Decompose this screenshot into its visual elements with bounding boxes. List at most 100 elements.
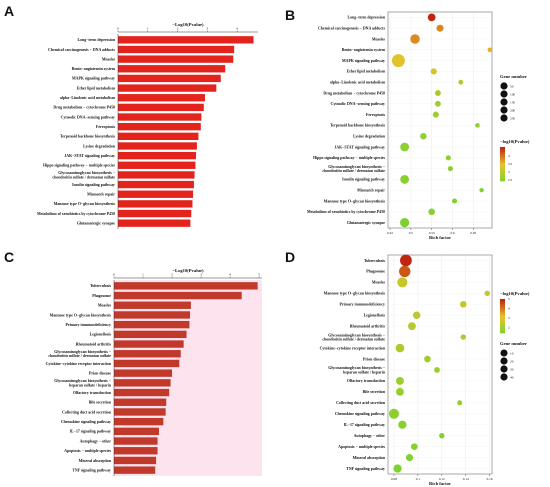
category-label: Glutamatergic synapse — [77, 221, 115, 225]
category-label: Mannose type O−glycan biosynthesis — [50, 313, 112, 317]
category-label: Mismatch repair — [87, 193, 115, 197]
size-legend-dot — [500, 98, 508, 106]
size-legend-dot — [500, 82, 508, 90]
category-label: JAK−STAT signaling pathway — [64, 154, 115, 158]
category-label: Drug metabolism − cytochrome P450 — [53, 106, 115, 110]
bar — [118, 84, 217, 92]
bar — [114, 350, 181, 358]
data-point — [400, 174, 410, 184]
category-label: IL−17 signaling pathway — [344, 423, 385, 427]
data-point — [398, 420, 407, 429]
bar — [114, 340, 184, 348]
panel-d-bubble-chart: 0.08 0.1 0.12 0.14 0.16 Rich factor Tuberculos… — [320, 254, 530, 486]
data-point — [388, 408, 400, 419]
x-tick-label: 0.45 — [387, 231, 393, 235]
bar — [114, 417, 164, 426]
color-legend-step — [500, 179, 505, 182]
category-label: Chemokine signaling pathway — [335, 412, 385, 416]
category-label: alpha−Linolenic acid metabolism — [60, 96, 116, 100]
category-label: Primary immunodeficiency — [66, 323, 112, 327]
panel-letter-c: C — [4, 249, 14, 265]
bar — [118, 36, 254, 44]
data-point — [484, 290, 490, 297]
plot-frame — [387, 11, 493, 229]
category-label: Hippo signaling pathway − multiple speci… — [43, 164, 115, 168]
plot-frame — [387, 254, 493, 475]
bar — [118, 132, 199, 140]
panel-a-bar-chart: −Log10(Pvalue) 0 1 2 3 4 Long−term depression C… — [37, 22, 258, 229]
color-legend-step — [500, 150, 505, 153]
category-label: Glutamatergic synapse — [347, 221, 385, 225]
category-label: Apoptosis − multiple species — [338, 445, 385, 449]
category-label: Glycosaminoglycan biosynthesis − — [328, 165, 385, 169]
category-label: Long−term depression — [348, 16, 386, 20]
x-tick-label: 0.16 — [487, 477, 493, 481]
color-legend-label: 4 — [508, 154, 510, 158]
size-legend-dot — [500, 365, 508, 373]
data-point — [424, 355, 431, 363]
category-label: Ether lipid metabolism — [77, 86, 116, 90]
data-point — [457, 400, 463, 406]
bar — [114, 320, 190, 329]
data-point — [479, 187, 484, 193]
color-legend-step — [500, 310, 505, 313]
category-label: Measles — [372, 37, 386, 41]
data-point — [393, 464, 402, 473]
data-point — [460, 334, 467, 340]
x-tick-label: 0 — [117, 27, 119, 31]
size-legend-dot — [500, 357, 508, 365]
size-legend-dot — [500, 106, 508, 114]
size-legend-dot — [500, 373, 508, 381]
bar — [118, 161, 196, 169]
color-legend-step — [500, 316, 505, 318]
color-legend-step — [500, 172, 505, 175]
size-legend-dot — [500, 114, 508, 122]
x-axis-title: Rich factor — [429, 235, 451, 240]
category-label: Mineral absorption — [353, 456, 386, 460]
category-label: Measles — [372, 281, 386, 285]
x-tick-label: 5 — [258, 273, 260, 277]
bar — [118, 94, 205, 102]
size-legend-label: 200 — [510, 108, 515, 112]
size-legend-title: Gene number — [500, 341, 527, 346]
category-label: Bile secretion — [363, 390, 386, 394]
data-point — [400, 218, 410, 228]
data-point — [475, 123, 480, 128]
color-legend-step — [500, 167, 505, 170]
size-legend-label: 30 — [510, 367, 514, 371]
size-legend-dot — [500, 90, 508, 98]
bar — [114, 388, 170, 397]
bar — [118, 151, 197, 160]
color-legend-step — [500, 324, 505, 327]
chart-title: −Log10(Pvalue) — [172, 22, 204, 27]
category-label: Renin−angiotensin system — [72, 67, 116, 71]
x-tick-label: 0.5 — [409, 231, 414, 235]
category-label: Prion disease — [89, 371, 111, 375]
category-label: heparan sulfate / heparin — [343, 370, 386, 374]
color-legend-step — [500, 299, 505, 301]
panel-b-bubble-chart: 0.45 0.5 0.55 0.6 0.65 Rich factor Long−term d… — [307, 11, 530, 240]
data-point — [400, 142, 410, 152]
color-legend-label: 2 — [508, 326, 510, 330]
category-label: Renin−angiotensin system — [342, 48, 386, 52]
chart-title: −Log10(Pvalue) — [172, 268, 204, 273]
x-tick-label: 1 — [147, 27, 149, 31]
plot-background — [114, 280, 262, 476]
bar — [114, 291, 242, 300]
size-legend-label: 10 — [510, 351, 514, 355]
color-legend-step — [500, 175, 505, 178]
category-label: Ferroptosis — [366, 113, 385, 117]
bar — [118, 123, 201, 131]
data-point — [397, 277, 408, 288]
category-label: Collecting duct acid secretion — [62, 410, 112, 414]
category-label: Cytokine−cytokine receptor interaction — [320, 346, 386, 350]
color-legend-step — [500, 155, 505, 158]
category-label: Mannose type O−glycan biosynthesis — [54, 202, 116, 206]
color-legend-step — [500, 174, 505, 177]
category-label: Insulin signaling pathway — [342, 178, 385, 182]
x-tick-label: 0.12 — [439, 477, 445, 481]
size-legend-title: Gene number — [500, 74, 527, 79]
category-label: chondroitin sulfate / dermatan sulfate — [322, 169, 385, 173]
size-legend-label: 150 — [510, 100, 515, 104]
data-point — [405, 454, 414, 462]
